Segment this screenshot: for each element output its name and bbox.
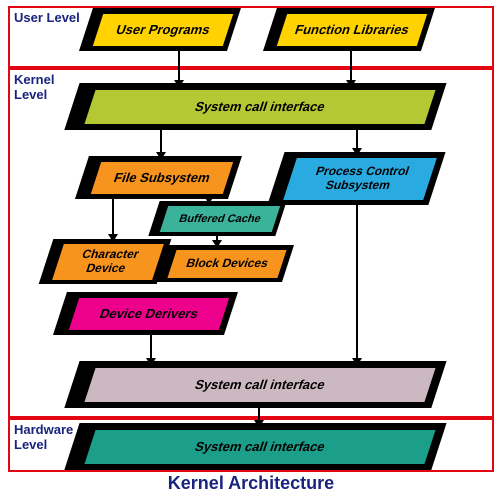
- node-syscall3: System call interface: [90, 430, 430, 464]
- arrow-head-6: [212, 240, 222, 248]
- node-proc_ctrl: Process Control Subsystem: [290, 158, 430, 200]
- section-label-user: User Level: [14, 10, 80, 25]
- arrow-7: [150, 330, 152, 360]
- section-label-kernel: Kernel Level: [14, 72, 54, 102]
- node-proc_ctrl-face: Process Control Subsystem: [283, 158, 437, 200]
- arrow-head-1: [346, 80, 356, 88]
- node-syscall2: System call interface: [90, 368, 430, 402]
- node-buf_cache-face: Buffered Cache: [160, 206, 280, 232]
- node-dev_drv-face: Device Derivers: [69, 298, 229, 330]
- node-syscall1-face: System call interface: [84, 90, 435, 124]
- arrow-4: [112, 194, 114, 236]
- node-user_programs-face: User Programs: [93, 14, 233, 46]
- node-buf_cache: Buffered Cache: [164, 206, 276, 232]
- node-dev_drv: Device Derivers: [74, 298, 224, 330]
- node-syscall1: System call interface: [90, 90, 430, 124]
- node-syscall3-face: System call interface: [84, 430, 435, 464]
- arrow-head-7: [146, 358, 156, 366]
- node-block_dev: Block Devices: [172, 250, 282, 278]
- arrow-head-8: [352, 358, 362, 366]
- node-syscall2-face: System call interface: [84, 368, 435, 402]
- node-user_programs: User Programs: [98, 14, 228, 46]
- arrow-2: [160, 124, 162, 154]
- diagram-title: Kernel Architecture: [0, 473, 502, 494]
- node-block_dev-face: Block Devices: [167, 250, 286, 278]
- node-char_dev-face: Character Device: [52, 244, 164, 280]
- arrow-1: [350, 46, 352, 82]
- arrow-9: [258, 402, 260, 422]
- arrow-8: [356, 200, 358, 360]
- arrow-head-3: [352, 148, 362, 156]
- node-char_dev: Character Device: [58, 244, 158, 280]
- arrow-head-2: [156, 152, 166, 160]
- arrow-3: [356, 124, 358, 150]
- node-file_sub-face: File Subsystem: [91, 162, 233, 194]
- arrow-head-4: [108, 234, 118, 242]
- arrow-0: [178, 46, 180, 82]
- arrow-head-9: [254, 420, 264, 428]
- node-file_sub: File Subsystem: [96, 162, 228, 194]
- arrow-head-0: [174, 80, 184, 88]
- section-label-hw: Hardware Level: [14, 422, 73, 452]
- arrow-head-5: [204, 196, 214, 204]
- node-func_libs-face: Function Libraries: [277, 14, 427, 46]
- node-func_libs: Function Libraries: [282, 14, 422, 46]
